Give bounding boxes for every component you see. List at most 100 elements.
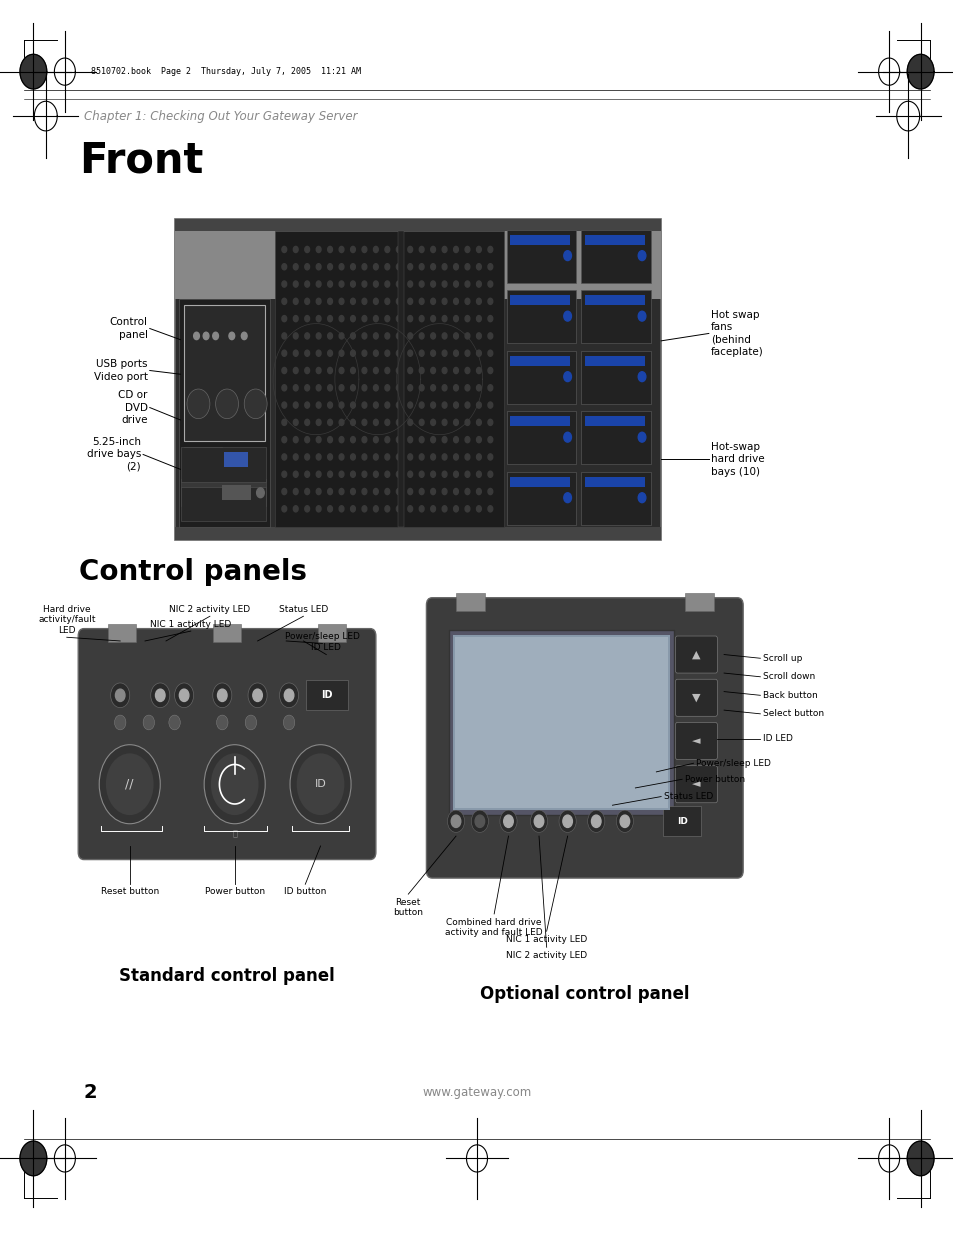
Circle shape — [338, 280, 343, 287]
Circle shape — [454, 368, 458, 373]
Circle shape — [294, 420, 297, 425]
Text: USB ports
Video port: USB ports Video port — [93, 359, 148, 382]
Circle shape — [442, 298, 447, 304]
Circle shape — [408, 298, 413, 304]
Circle shape — [488, 280, 493, 287]
Text: 5.25-inch
drive bays
(2): 5.25-inch drive bays (2) — [87, 437, 141, 472]
Circle shape — [294, 385, 297, 391]
Circle shape — [419, 246, 424, 252]
Circle shape — [374, 472, 377, 478]
Circle shape — [488, 420, 493, 425]
Circle shape — [155, 689, 165, 701]
Circle shape — [530, 810, 547, 832]
Bar — [184, 305, 265, 441]
Circle shape — [374, 385, 377, 391]
Circle shape — [465, 280, 470, 287]
Circle shape — [454, 385, 458, 391]
Circle shape — [454, 315, 458, 321]
Bar — [580, 472, 650, 525]
Circle shape — [442, 280, 447, 287]
Text: Power/sleep LED: Power/sleep LED — [696, 758, 770, 768]
Circle shape — [294, 280, 297, 287]
Circle shape — [338, 420, 343, 425]
Circle shape — [204, 745, 265, 824]
Circle shape — [351, 280, 355, 287]
Bar — [506, 351, 576, 404]
Text: NIC 2 activity LED: NIC 2 activity LED — [505, 951, 587, 960]
Circle shape — [294, 506, 297, 513]
Circle shape — [396, 263, 401, 269]
Circle shape — [374, 489, 377, 494]
Circle shape — [338, 472, 343, 478]
Circle shape — [442, 403, 447, 408]
Circle shape — [476, 403, 481, 408]
Circle shape — [476, 246, 481, 252]
Circle shape — [638, 432, 645, 442]
Circle shape — [431, 298, 436, 304]
Circle shape — [385, 298, 390, 304]
Circle shape — [281, 298, 286, 304]
Bar — [174, 219, 660, 231]
Circle shape — [396, 454, 401, 461]
Circle shape — [362, 506, 367, 513]
Bar — [455, 637, 667, 808]
Circle shape — [305, 403, 309, 408]
Circle shape — [305, 351, 309, 356]
Bar — [510, 477, 570, 487]
Circle shape — [338, 403, 343, 408]
Text: 8510702.book  Page 2  Thursday, July 7, 2005  11:21 AM: 8510702.book Page 2 Thursday, July 7, 20… — [91, 67, 360, 77]
Circle shape — [419, 315, 424, 321]
Circle shape — [328, 246, 333, 252]
Circle shape — [385, 263, 390, 269]
Circle shape — [294, 332, 297, 338]
Text: Status LED: Status LED — [663, 792, 713, 802]
Circle shape — [408, 454, 413, 461]
Bar — [224, 452, 248, 467]
Circle shape — [396, 332, 401, 338]
Circle shape — [203, 332, 209, 340]
Circle shape — [294, 472, 297, 478]
Circle shape — [316, 420, 320, 425]
Circle shape — [431, 368, 436, 373]
Bar — [510, 235, 570, 245]
Circle shape — [328, 280, 333, 287]
Polygon shape — [906, 54, 933, 89]
Circle shape — [465, 454, 470, 461]
Text: Reset
button: Reset button — [393, 898, 423, 918]
Circle shape — [294, 489, 297, 494]
Circle shape — [316, 437, 320, 442]
Circle shape — [328, 472, 333, 478]
Circle shape — [316, 263, 320, 269]
Circle shape — [328, 403, 333, 408]
Circle shape — [396, 506, 401, 513]
Circle shape — [316, 489, 320, 494]
Circle shape — [488, 368, 493, 373]
Circle shape — [338, 332, 343, 338]
Circle shape — [488, 489, 493, 494]
Circle shape — [476, 263, 481, 269]
Circle shape — [465, 246, 470, 252]
Bar — [181, 487, 266, 521]
Text: Power button: Power button — [204, 887, 265, 895]
Bar — [184, 447, 222, 472]
Circle shape — [488, 454, 493, 461]
Circle shape — [396, 246, 401, 252]
Text: Select button: Select button — [762, 709, 823, 719]
Bar — [449, 630, 673, 815]
Circle shape — [316, 403, 320, 408]
Circle shape — [638, 493, 645, 503]
Circle shape — [591, 815, 600, 827]
Circle shape — [351, 385, 355, 391]
Circle shape — [294, 403, 297, 408]
Circle shape — [328, 351, 333, 356]
Circle shape — [476, 385, 481, 391]
Circle shape — [316, 280, 320, 287]
Circle shape — [213, 332, 218, 340]
Circle shape — [465, 489, 470, 494]
Bar — [510, 416, 570, 426]
Circle shape — [294, 263, 297, 269]
Circle shape — [281, 472, 286, 478]
Circle shape — [488, 437, 493, 442]
Circle shape — [338, 298, 343, 304]
Text: ID: ID — [321, 690, 333, 700]
